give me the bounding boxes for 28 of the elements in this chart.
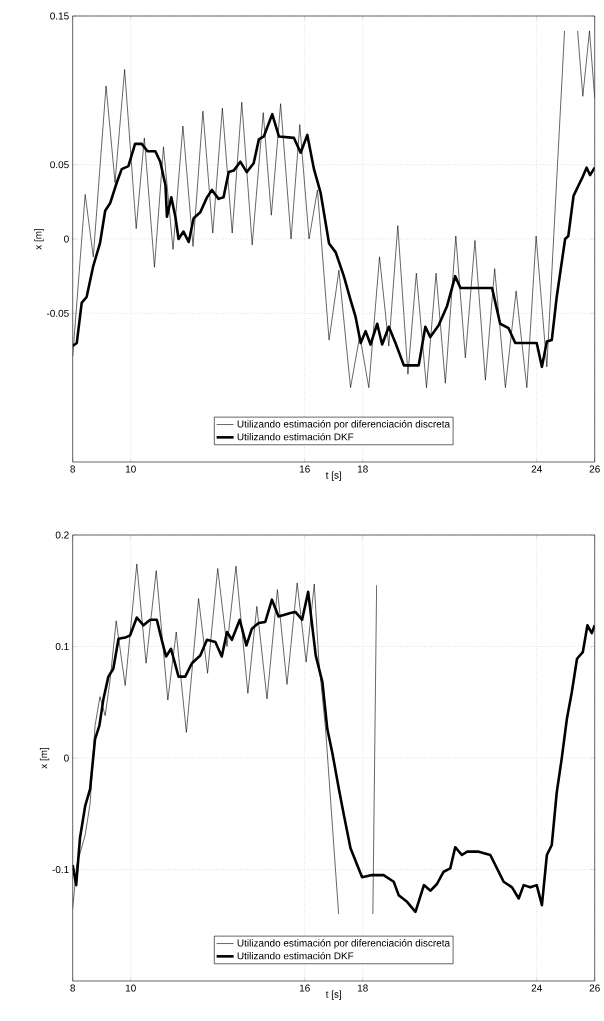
x-tick-label: 18 [357,984,368,992]
legend-label: Utilizando estimación DKF [237,951,354,960]
x-axis-title: t [s] [325,471,342,481]
x-tick-label: 26 [589,984,600,992]
y-tick-label: 0 [64,235,69,243]
x-tick-label: 16 [299,465,310,473]
y-tick-label: -0.05 [46,309,69,317]
y-tick-label: 0.15 [50,12,69,20]
x-tick-label: 10 [125,465,136,473]
x-tick-label: 8 [70,465,76,473]
y-tick-label: -0.1 [52,865,69,874]
x-tick-label: 18 [357,465,368,473]
legend-label: Utilizando estimación por diferenciación discreta [237,420,451,430]
x-axis-title: t [s] [325,990,342,1000]
x-tick-label: 16 [299,984,310,992]
y-axis-title: x [m] [39,747,50,769]
y-tick-label: 0.1 [55,642,69,651]
x-tick-label: 24 [531,984,542,992]
x-tick-label: 8 [70,984,76,992]
y-tick-label: 0.2 [55,531,69,539]
x-tick-label: 10 [125,984,136,992]
y-tick-label: 0 [64,754,69,762]
x-tick-label: 26 [589,465,600,473]
y-tick-label: 0.05 [50,161,69,169]
legend-label: Utilizando estimación por diferenciación discreta [237,939,451,949]
legend-label: Utilizando estimación DKF [237,432,354,441]
x-tick-label: 24 [531,465,542,473]
y-axis-title: x [m] [34,228,44,250]
